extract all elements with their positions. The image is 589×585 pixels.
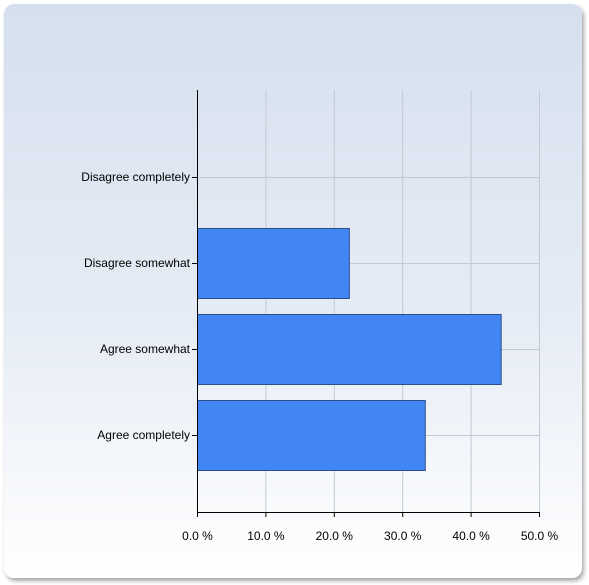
- x-tick-label: 50.0 %: [521, 529, 559, 543]
- bar: [197, 400, 426, 471]
- x-tick-label: 10.0 %: [247, 529, 285, 543]
- x-tick-label: 40.0 %: [452, 529, 490, 543]
- category-label: Agree somewhat: [100, 342, 191, 356]
- x-tick-label: 0.0 %: [182, 529, 213, 543]
- bar: [197, 314, 502, 385]
- x-tick-label: 30.0 %: [384, 529, 422, 543]
- category-label: Agree completely: [97, 428, 190, 442]
- x-tick-label: 20.0 %: [316, 529, 354, 543]
- category-label: Disagree somewhat: [84, 256, 191, 270]
- bar: [197, 228, 350, 299]
- category-label: Disagree completely: [81, 170, 190, 184]
